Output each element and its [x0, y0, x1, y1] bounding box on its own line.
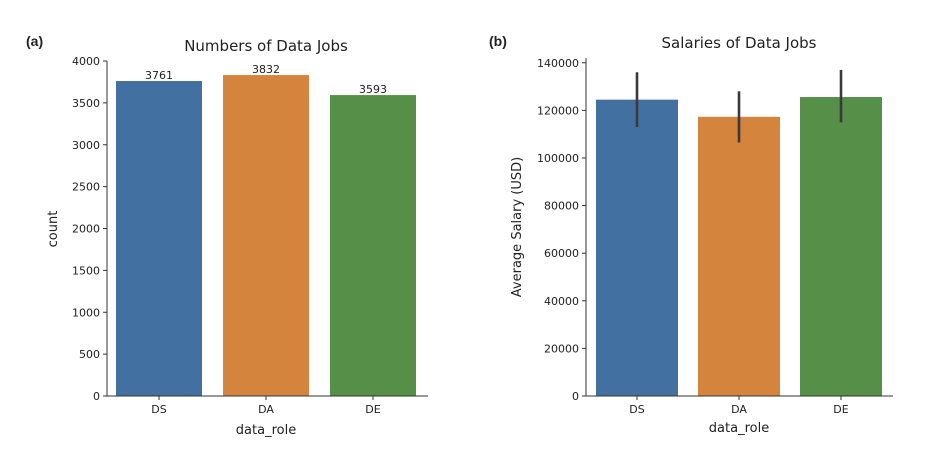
- panel-label-a: (a): [26, 33, 43, 49]
- y-tick-label-a: 1500: [72, 264, 100, 277]
- salary-chart: (b) Salaries of Data Jobs 0 20000 40000 600…: [489, 33, 893, 436]
- y-tick-label-b: 80000: [544, 200, 579, 213]
- x-tick-label-da-a: DA: [258, 403, 274, 416]
- x-axis-label-a: data_role: [236, 423, 296, 438]
- count-chart: (a) Numbers of Data Jobs 3761 3832 3593 0 5…: [26, 33, 428, 438]
- y-tick-label-b: 60000: [544, 247, 579, 260]
- bar-da-b: [698, 116, 780, 396]
- data-label-da-a: 3832: [252, 63, 280, 76]
- bar-ds-b: [596, 99, 678, 396]
- bar-de-a: [330, 95, 416, 397]
- y-tick-label-b: 0: [572, 390, 579, 403]
- y-tick-label-a: 1000: [72, 306, 100, 319]
- y-tick-label-a: 2500: [72, 181, 100, 194]
- chart-title-b: Salaries of Data Jobs: [662, 34, 817, 52]
- y-axis-label-a: count: [46, 211, 61, 248]
- y-tick-label-b: 100000: [537, 152, 579, 165]
- bar-da-a: [223, 75, 309, 396]
- y-tick-label-a: 500: [79, 348, 100, 361]
- x-tick-label-ds-a: DS: [151, 403, 166, 416]
- bar-de-b: [800, 97, 882, 396]
- y-tick-label-b: 140000: [537, 57, 579, 70]
- x-tick-label-ds-b: DS: [629, 403, 644, 416]
- y-tick-label-a: 2000: [72, 223, 100, 236]
- y-tick-label-a: 3500: [72, 97, 100, 110]
- panel-label-b: (b): [489, 33, 507, 49]
- y-tick-label-b: 120000: [537, 104, 579, 117]
- y-tick-label-a: 3000: [72, 139, 100, 152]
- y-tick-label-a: 4000: [72, 55, 100, 68]
- data-label-ds-a: 3761: [145, 69, 173, 82]
- y-axis-label-b: Average Salary (USD): [510, 157, 525, 297]
- bar-ds-a: [116, 81, 202, 397]
- chart-title-a: Numbers of Data Jobs: [184, 37, 348, 55]
- data-label-de-a: 3593: [359, 83, 387, 96]
- x-axis-label-b: data_role: [709, 421, 769, 436]
- y-tick-label-b: 40000: [544, 295, 579, 308]
- x-tick-label-de-b: DE: [833, 403, 848, 416]
- y-tick-label-b: 20000: [544, 342, 579, 355]
- x-tick-label-da-b: DA: [731, 403, 747, 416]
- x-tick-label-de-a: DE: [365, 403, 380, 416]
- y-tick-label-a: 0: [93, 390, 100, 403]
